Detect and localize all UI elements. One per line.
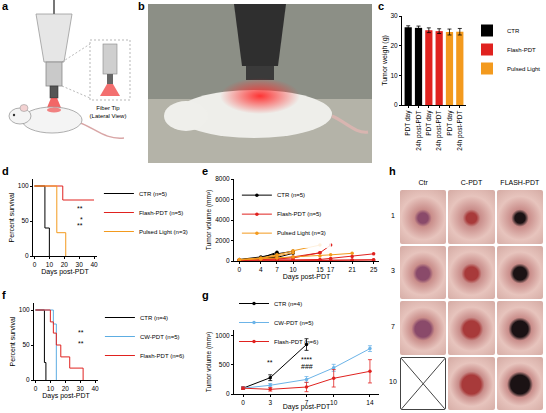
html-text:7: 7 bbox=[391, 322, 395, 330]
svg-text:Pulsed Light (n=3): Pulsed Light (n=3) bbox=[139, 229, 188, 235]
html-text:3: 3 bbox=[391, 267, 395, 275]
svg-text:40: 40 bbox=[90, 261, 98, 268]
svg-text:3: 3 bbox=[268, 399, 272, 406]
svg-text:10: 10 bbox=[390, 72, 398, 79]
svg-text:8000: 8000 bbox=[215, 175, 230, 182]
svg-text:Fiber Tip: Fiber Tip bbox=[96, 105, 120, 111]
svg-text:PDT day: PDT day bbox=[446, 110, 454, 136]
svg-text:10: 10 bbox=[289, 266, 297, 273]
svg-text:4: 4 bbox=[259, 266, 263, 273]
html-text:C-PDT: C-PDT bbox=[460, 179, 483, 186]
svg-text:50: 50 bbox=[22, 341, 30, 348]
html-text:Ctr: Ctr bbox=[418, 179, 428, 186]
svg-text:Percent survival: Percent survival bbox=[9, 316, 16, 366]
html-text:d: d bbox=[2, 165, 9, 177]
html-text:f: f bbox=[2, 289, 6, 301]
html-text:FLASH-PDT: FLASH-PDT bbox=[500, 179, 540, 186]
svg-text:500: 500 bbox=[219, 361, 230, 368]
svg-text:Tumor volume (mm³): Tumor volume (mm³) bbox=[205, 190, 213, 250]
svg-text:20: 20 bbox=[390, 42, 398, 49]
svg-text:PDT day: PDT day bbox=[404, 110, 412, 136]
svg-text:CW-PDT (n=5): CW-PDT (n=5) bbox=[140, 334, 180, 340]
html-text:h: h bbox=[389, 165, 396, 177]
svg-text:24h post-PDT: 24h post-PDT bbox=[435, 111, 443, 151]
svg-text:Days post-PDT: Days post-PDT bbox=[42, 392, 90, 400]
svg-text:**: ** bbox=[77, 222, 83, 229]
svg-text:Percent survival: Percent survival bbox=[8, 192, 15, 242]
html-text:10: 10 bbox=[389, 378, 397, 386]
svg-text:15: 15 bbox=[316, 266, 324, 273]
svg-text:CTR (n=4): CTR (n=4) bbox=[140, 315, 168, 321]
svg-text:10: 10 bbox=[46, 261, 54, 268]
svg-text:17: 17 bbox=[327, 266, 335, 273]
svg-text:50: 50 bbox=[21, 217, 29, 224]
html-text:e: e bbox=[202, 165, 209, 177]
svg-text:**: ** bbox=[77, 205, 83, 212]
svg-text:100: 100 bbox=[18, 182, 29, 189]
svg-text:**: ** bbox=[267, 359, 273, 366]
svg-text:0: 0 bbox=[34, 385, 38, 392]
svg-text:Days post-PDT: Days post-PDT bbox=[41, 268, 89, 276]
svg-text:10: 10 bbox=[47, 385, 55, 392]
svg-text:Tumor weigh (g): Tumor weigh (g) bbox=[381, 35, 389, 86]
svg-text:2000: 2000 bbox=[215, 237, 230, 244]
svg-text:25: 25 bbox=[370, 266, 378, 273]
svg-text:0: 0 bbox=[226, 390, 230, 397]
svg-text:6000: 6000 bbox=[215, 196, 230, 203]
svg-text:30: 30 bbox=[76, 261, 84, 268]
svg-text:14: 14 bbox=[366, 399, 374, 406]
html-text:b: b bbox=[138, 0, 145, 12]
svg-text:CW-PDT (n=5): CW-PDT (n=5) bbox=[274, 320, 314, 326]
svg-text:24h post-PDT: 24h post-PDT bbox=[456, 111, 464, 151]
svg-text:*: * bbox=[80, 216, 83, 223]
svg-text:CTR (n=5): CTR (n=5) bbox=[139, 191, 167, 197]
svg-text:****: **** bbox=[301, 356, 312, 363]
svg-text:PDT day: PDT day bbox=[425, 110, 433, 136]
svg-text:7: 7 bbox=[275, 266, 279, 273]
svg-text:24h post-PDT: 24h post-PDT bbox=[415, 111, 423, 151]
html-text:1: 1 bbox=[391, 211, 395, 219]
svg-text:1000: 1000 bbox=[215, 332, 230, 339]
svg-text:0: 0 bbox=[25, 252, 29, 259]
svg-text:0: 0 bbox=[26, 376, 30, 383]
svg-text:0: 0 bbox=[394, 101, 398, 108]
svg-text:Flash-PDT (n=5): Flash-PDT (n=5) bbox=[139, 210, 183, 216]
svg-text:Days post-PDT: Days post-PDT bbox=[283, 273, 331, 281]
svg-text:CTR: CTR bbox=[507, 28, 520, 34]
svg-text:Days post-PDT: Days post-PDT bbox=[283, 403, 331, 411]
svg-text:4000: 4000 bbox=[215, 216, 230, 223]
svg-text:Pulsed Light: Pulsed Light bbox=[507, 66, 540, 72]
svg-text:0: 0 bbox=[33, 261, 37, 268]
svg-text:100: 100 bbox=[19, 306, 30, 313]
svg-text:###: ### bbox=[301, 363, 313, 370]
svg-text:(Lateral View): (Lateral View) bbox=[90, 113, 127, 119]
svg-text:21: 21 bbox=[349, 266, 357, 273]
svg-text:0: 0 bbox=[241, 399, 245, 406]
svg-text:20: 20 bbox=[61, 261, 69, 268]
svg-text:7: 7 bbox=[305, 399, 309, 406]
html-text:a: a bbox=[2, 0, 9, 12]
svg-text:Flash-PDT (n=6): Flash-PDT (n=6) bbox=[274, 339, 318, 345]
svg-text:0: 0 bbox=[226, 257, 230, 264]
html-text:c: c bbox=[378, 0, 385, 12]
html-text:g: g bbox=[202, 289, 209, 301]
svg-text:Pulsed Light (n=3): Pulsed Light (n=3) bbox=[277, 230, 326, 236]
svg-text:**: ** bbox=[78, 340, 84, 347]
svg-text:Tumor volume (mm³): Tumor volume (mm³) bbox=[205, 332, 213, 392]
svg-text:**: ** bbox=[78, 329, 84, 336]
svg-text:Flash-PDT: Flash-PDT bbox=[507, 47, 536, 53]
svg-text:Flash-PDT (n=5): Flash-PDT (n=5) bbox=[277, 211, 321, 217]
svg-text:30: 30 bbox=[390, 12, 398, 19]
svg-text:30: 30 bbox=[77, 385, 85, 392]
svg-text:0: 0 bbox=[238, 266, 242, 273]
svg-text:20: 20 bbox=[62, 385, 70, 392]
svg-text:10: 10 bbox=[330, 399, 338, 406]
svg-text:CTR (n=5): CTR (n=5) bbox=[277, 192, 305, 198]
svg-text:CTR (n=4): CTR (n=4) bbox=[274, 301, 302, 307]
svg-text:Flash-PDT (n=6): Flash-PDT (n=6) bbox=[140, 353, 184, 359]
svg-text:40: 40 bbox=[91, 385, 99, 392]
